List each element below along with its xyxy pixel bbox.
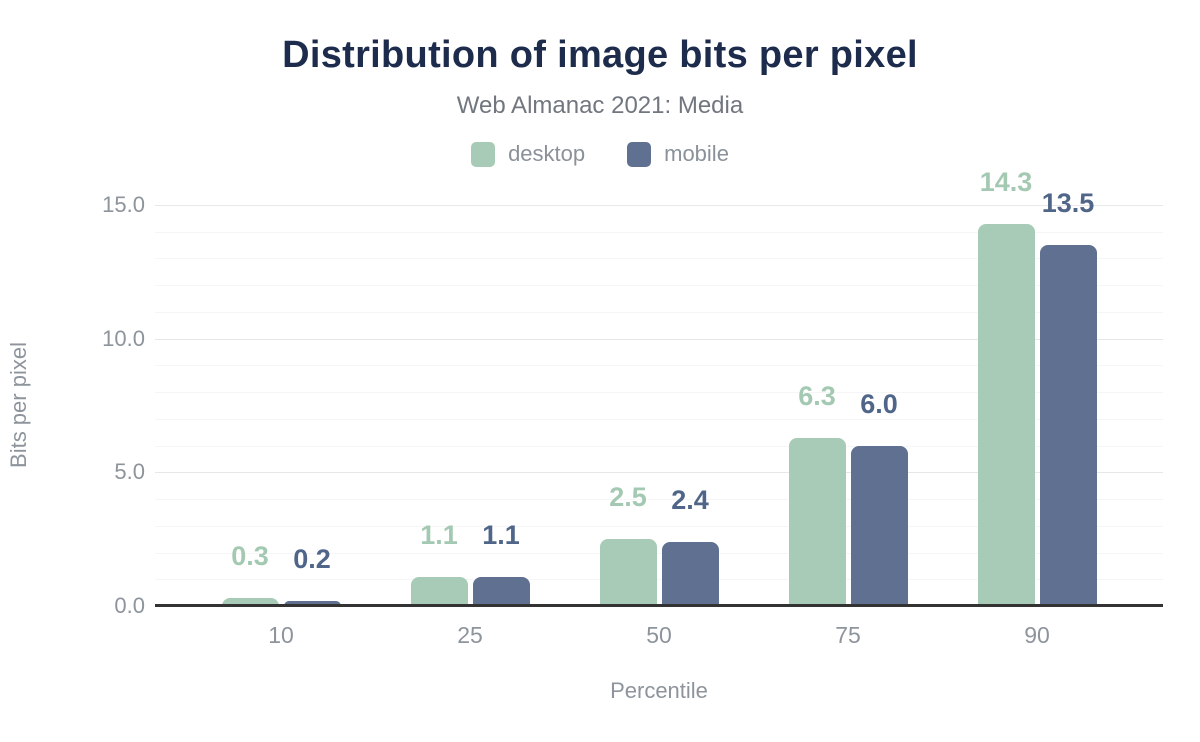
bar-desktop-p75[interactable] [788, 437, 846, 606]
gridline-major [155, 338, 1163, 340]
bar-value-desktop-p10: 0.3 [231, 540, 269, 571]
bar-desktop-p25[interactable] [410, 576, 468, 606]
y-tick-label-5.0: 5.0 [114, 459, 145, 485]
x-axis-baseline [155, 604, 1163, 607]
gridline-minor [155, 418, 1163, 420]
gridline-major [155, 205, 1163, 206]
bar-group-25: 1.1 1.1 25 [410, 205, 530, 648]
bar-mobile-p10[interactable] [283, 600, 341, 606]
gridline-minor [155, 392, 1163, 394]
legend-label-desktop: desktop [508, 141, 586, 166]
bar-mobile-p25[interactable] [472, 576, 530, 606]
x-axis-title: Percentile [610, 678, 708, 703]
legend-item-mobile: mobile [627, 141, 729, 167]
legend: desktop mobile [0, 141, 1200, 167]
x-tick-label-10: 10 [268, 622, 294, 648]
x-tick-label-90: 90 [1024, 622, 1050, 648]
bar-group-75: 6.3 6.0 75 [788, 205, 908, 648]
bar-value-desktop-p50: 2.5 [609, 482, 647, 513]
bar-group-90: 14.3 13.5 90 [977, 167, 1097, 648]
gridline-minor [155, 311, 1163, 313]
gridline-minor [155, 258, 1163, 260]
bar-value-desktop-p90: 14.3 [979, 166, 1033, 197]
gridline-major [155, 472, 1163, 474]
gridline-minor [155, 525, 1163, 527]
bar-desktop-p90[interactable] [977, 223, 1035, 606]
legend-swatch-mobile-icon [627, 141, 652, 167]
bar-value-mobile-p25: 1.1 [482, 519, 520, 550]
bar-group-10: 0.3 0.2 10 [221, 205, 341, 648]
bar-value-desktop-p25: 1.1 [420, 519, 458, 550]
bar-mobile-p50[interactable] [661, 541, 719, 606]
y-tick-label-10.0: 10.0 [102, 325, 145, 351]
gridline-minor [155, 499, 1163, 501]
y-tick-label-0.0: 0.0 [114, 593, 145, 618]
plot-area: 0.3 0.2 10 1.1 1.1 25 2.5 2.4 50 6.3 6.0 75 14.3 13.5… [155, 167, 1163, 648]
gridline-minor [155, 231, 1163, 233]
chart-title: Distribution of image bits per pixel [282, 34, 918, 76]
chart-subtitle: Web Almanac 2021: Media [456, 92, 744, 119]
gridline-minor [155, 285, 1163, 287]
y-axis-title: Bits per pixel [6, 342, 31, 468]
bar-desktop-p50[interactable] [599, 539, 657, 606]
gridline-minor [155, 579, 1163, 581]
bar-value-desktop-p75: 6.3 [798, 380, 836, 411]
bar-value-mobile-p10: 0.2 [293, 543, 331, 574]
bar-mobile-p90[interactable] [1039, 245, 1097, 606]
y-tick-label-15.0: 15.0 [102, 192, 145, 217]
bar-value-mobile-p50: 2.4 [671, 484, 709, 515]
legend-item-desktop: desktop [471, 141, 585, 167]
gridline-minor [155, 445, 1163, 447]
bar-value-mobile-p90: 13.5 [1041, 188, 1095, 219]
gridline-minor [155, 365, 1163, 367]
bar-group-50: 2.5 2.4 50 [599, 205, 719, 648]
bar-desktop-p10[interactable] [221, 597, 279, 606]
gridline-minor [155, 552, 1163, 554]
legend-swatch-desktop-icon [471, 141, 496, 167]
x-tick-label-25: 25 [457, 622, 483, 648]
bar-mobile-p75[interactable] [850, 445, 908, 606]
legend-label-mobile: mobile [664, 141, 729, 166]
x-tick-label-75: 75 [835, 622, 861, 648]
bar-value-mobile-p75: 6.0 [860, 388, 898, 419]
x-tick-label-50: 50 [646, 622, 672, 648]
